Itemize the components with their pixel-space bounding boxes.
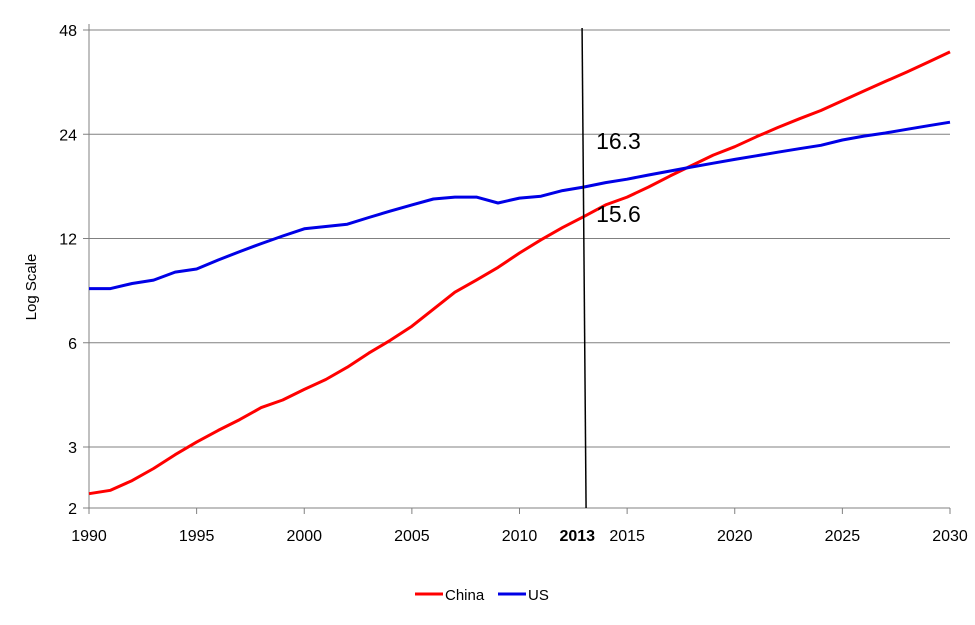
y-tick-labels: 2 3 6 12 24 48 — [59, 23, 77, 518]
x-tick-label-emphasized: 2013 — [559, 528, 595, 545]
series-line-us — [89, 120, 951, 291]
x-tick-label: 1995 — [179, 528, 215, 545]
axes — [88, 24, 950, 509]
y-tick-label: 24 — [59, 127, 77, 144]
series-line-china — [88, 50, 951, 496]
vertical-marker-2013 — [581, 27, 587, 509]
y-tick-label: 3 — [68, 440, 77, 457]
x-tick-label: 2005 — [394, 528, 430, 545]
annotation-china-value: 16.3 — [596, 128, 641, 154]
legend-label-us: US — [528, 587, 549, 604]
legend: China US — [415, 587, 549, 604]
y-tick-label: 48 — [59, 23, 77, 40]
y-tick-label: 6 — [68, 336, 77, 353]
x-tick-labels: 1990 1995 2000 2005 2010 2013 2015 2020 2025 2030 — [71, 508, 968, 545]
y-tick-label: 12 — [59, 232, 77, 249]
x-tick-label: 2015 — [609, 528, 645, 545]
y-tick-label: 2 — [68, 501, 77, 518]
x-tick-label: 2000 — [286, 528, 322, 545]
x-tick-label: 2030 — [932, 528, 968, 545]
grid-lines — [83, 29, 950, 509]
x-tick-label: 1990 — [71, 528, 107, 545]
x-tick-label: 2025 — [825, 528, 861, 545]
annotation-us-value: 15.6 — [596, 201, 641, 227]
x-tick-label: 2020 — [717, 528, 753, 545]
legend-label-china: China — [445, 587, 485, 604]
y-axis-label: Log Scale — [23, 254, 40, 321]
series-lines — [88, 50, 951, 496]
x-tick-label: 2010 — [502, 528, 538, 545]
